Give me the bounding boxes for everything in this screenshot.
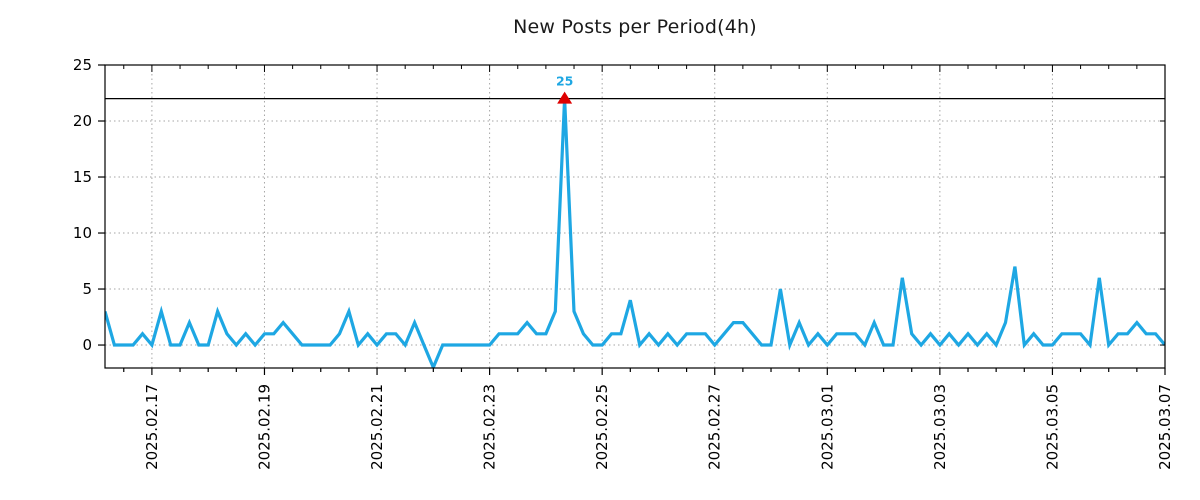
x-tick-label: 2025.02.23 xyxy=(481,384,499,470)
x-tick-label: 2025.03.01 xyxy=(818,384,836,470)
peak-value-label: 25 xyxy=(556,74,573,89)
y-tick-label: 20 xyxy=(73,112,92,130)
y-tick-label: 10 xyxy=(73,224,92,242)
y-tick-label: 15 xyxy=(73,168,92,186)
chart-title: New Posts per Period(4h) xyxy=(513,16,757,38)
x-tick-label: 2025.02.21 xyxy=(368,384,386,470)
y-gridlines xyxy=(105,120,1165,346)
y-tick-label: 0 xyxy=(82,336,92,354)
x-tick-label: 2025.03.05 xyxy=(1043,384,1061,470)
y-tick-label: 5 xyxy=(82,280,92,298)
x-tick-label: 2025.03.03 xyxy=(931,384,949,470)
y-axis-ticks: 0 5 10 15 20 25 xyxy=(73,56,1165,354)
x-tick-label: 2025.02.27 xyxy=(706,384,724,470)
x-tick-label: 2025.03.07 xyxy=(1156,384,1174,470)
x-tick-label: 2025.02.19 xyxy=(255,384,273,470)
y-tick-label: 25 xyxy=(73,56,92,74)
x-gridlines xyxy=(151,65,1166,368)
x-axis-ticks xyxy=(123,65,1166,375)
plot-border xyxy=(104,64,1166,369)
series-line xyxy=(105,98,1165,368)
x-axis-labels: 2025.02.17 2025.02.19 2025.02.21 2025.02.23… xyxy=(143,384,1174,470)
x-tick-label: 2025.02.17 xyxy=(143,384,161,470)
x-tick-label: 2025.02.25 xyxy=(593,384,611,470)
peak-marker xyxy=(557,91,573,104)
